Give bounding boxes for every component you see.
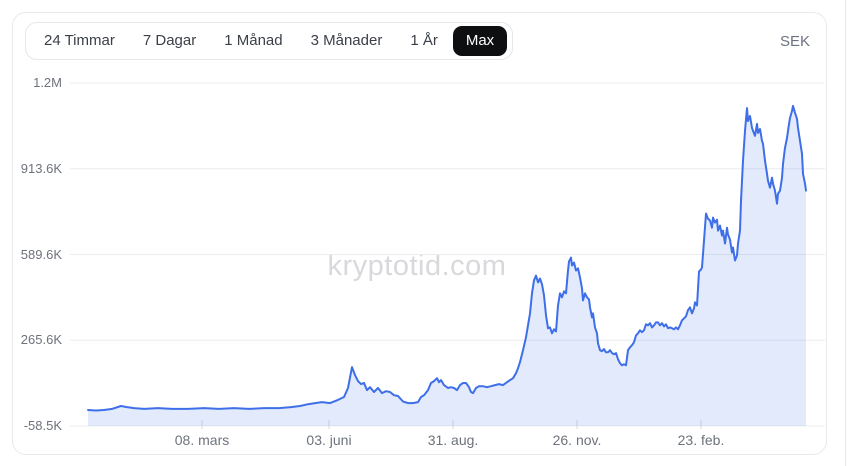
x-axis-label: 23. feb. [677, 432, 725, 448]
range-button-7-dagar[interactable]: 7 Dagar [130, 26, 209, 56]
y-axis-label: 265.6K [20, 332, 62, 348]
y-axis-label: 913.6K [20, 160, 62, 176]
x-axis-label: 31. aug. [427, 432, 479, 448]
x-axis-label: 03. juni [306, 432, 352, 448]
range-button-max[interactable]: Max [452, 26, 508, 56]
adjacent-panel-edge [845, 0, 846, 466]
y-axis-label: 1.2M [33, 75, 62, 90]
currency-label[interactable]: SEK [779, 33, 810, 50]
range-button-1-ar[interactable]: 1 År [397, 26, 451, 56]
range-button-3-manader[interactable]: 3 Månader [298, 26, 396, 56]
y-axis-label: 589.6K [20, 246, 62, 262]
x-axis-label: 08. mars [174, 432, 230, 448]
watermark: kryptotid.com [327, 250, 507, 282]
range-selector: 24 Timmar 7 Dagar 1 Månad 3 Månader 1 År… [25, 22, 514, 60]
range-button-1-manad[interactable]: 1 Månad [211, 26, 295, 56]
range-button-24-timmar[interactable]: 24 Timmar [31, 26, 128, 56]
chart-card [12, 12, 827, 455]
y-axis-label: -58.5K [23, 418, 62, 433]
x-axis-label: 26. nov. [552, 432, 602, 448]
